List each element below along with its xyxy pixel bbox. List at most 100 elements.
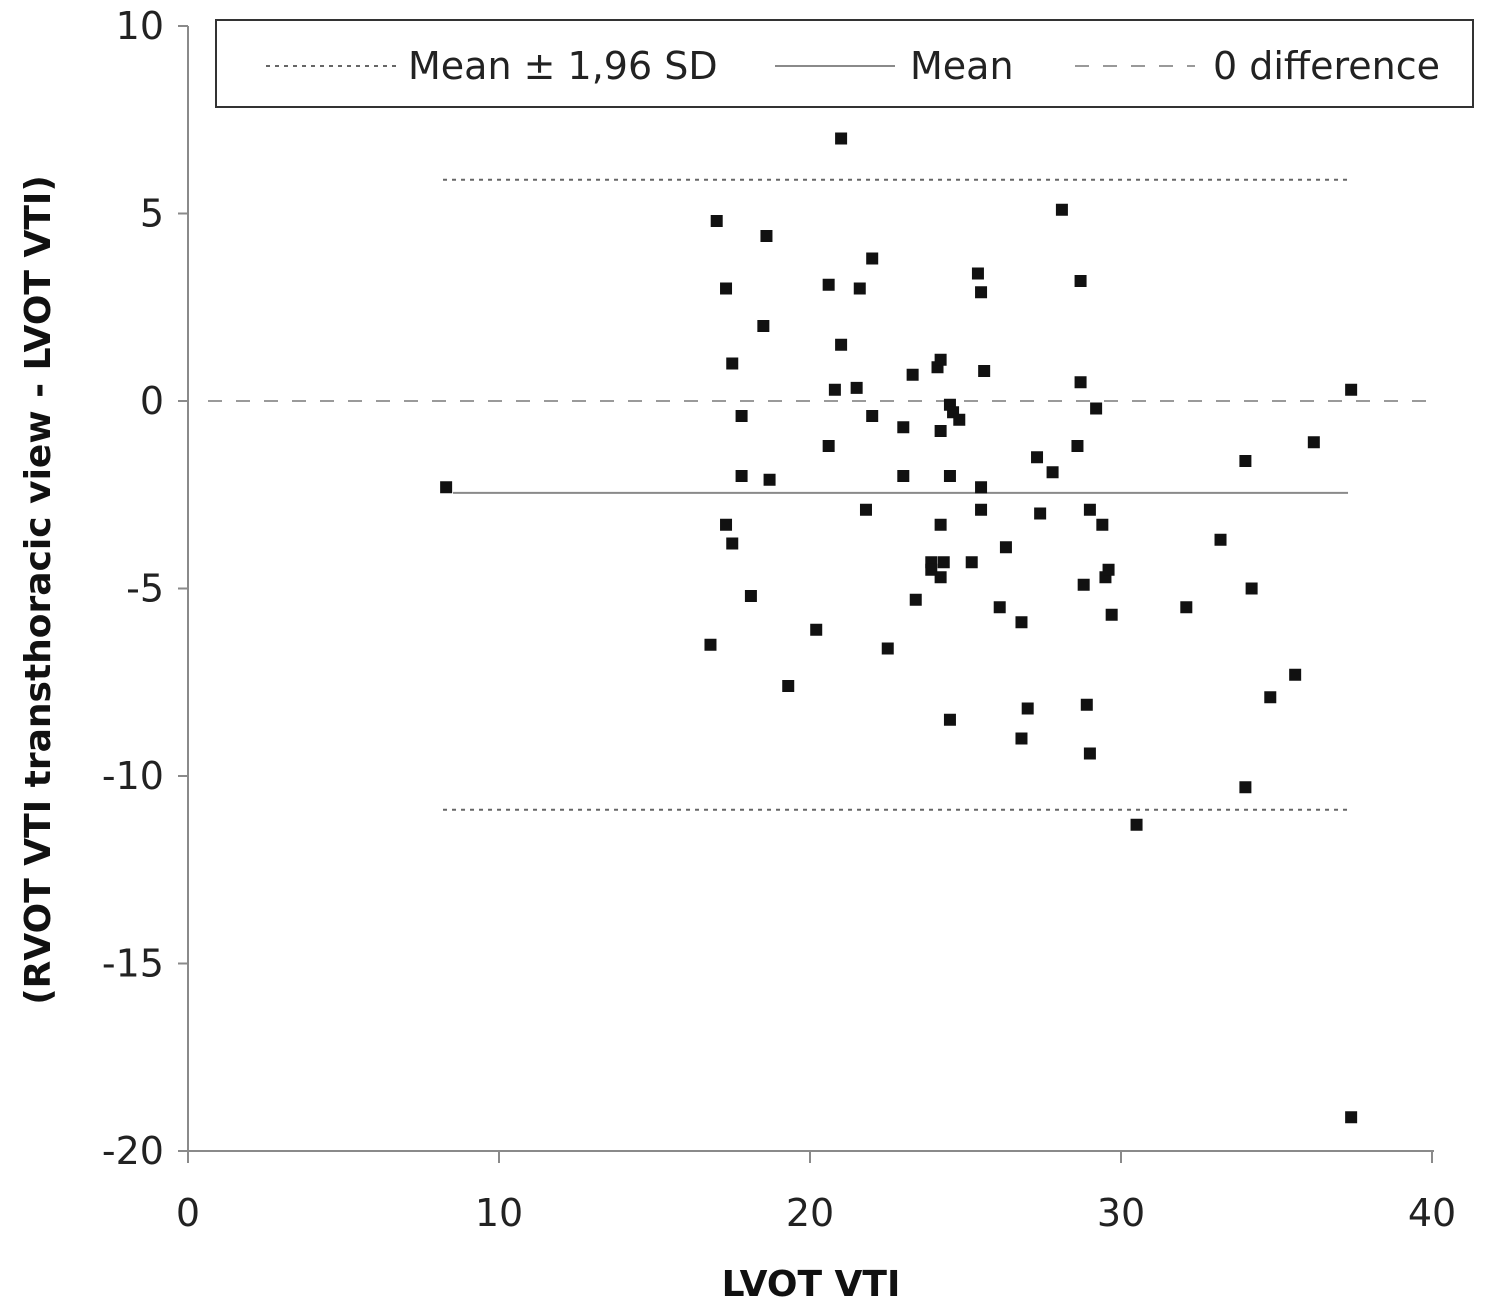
- data-point: [1239, 781, 1252, 794]
- data-point: [971, 267, 984, 280]
- data-point: [1015, 732, 1028, 745]
- data-point: [828, 383, 841, 396]
- data-point: [1345, 383, 1358, 396]
- data-point: [897, 421, 910, 434]
- data-point: [881, 642, 894, 655]
- data-point: [1180, 601, 1193, 614]
- data-point: [720, 282, 733, 295]
- y-tick-label: 5: [140, 192, 164, 236]
- data-point: [1031, 451, 1044, 464]
- data-point: [763, 473, 776, 486]
- data-point: [735, 470, 748, 482]
- legend-box: [215, 19, 1474, 108]
- legend-label-mean: Mean: [910, 44, 1014, 88]
- data-point: [943, 470, 956, 482]
- x-tick-label: 0: [176, 1191, 200, 1235]
- data-point: [810, 623, 823, 636]
- data-point: [1077, 578, 1090, 591]
- data-point: [1074, 376, 1087, 389]
- data-point: [757, 320, 770, 332]
- legend-label-zero: 0 difference: [1213, 44, 1440, 88]
- data-point: [1083, 503, 1096, 516]
- data-point: [440, 481, 453, 494]
- data-point: [1074, 275, 1087, 287]
- y-axis-title: (RVOT VTI transthoracic view - LVOT VTI): [18, 175, 59, 1005]
- data-point: [937, 556, 950, 569]
- x-tick-label: 20: [786, 1191, 834, 1235]
- x-axis-title: LVOT VTI: [722, 1264, 901, 1305]
- y-tick-label: 10: [116, 4, 164, 48]
- data-point: [1034, 507, 1047, 520]
- data-point: [934, 571, 947, 584]
- y-tick-label: -10: [102, 754, 164, 798]
- data-point: [965, 556, 978, 569]
- data-point: [782, 680, 795, 692]
- data-point: [710, 215, 723, 227]
- data-point: [934, 353, 947, 366]
- data-point: [835, 132, 848, 145]
- data-point: [704, 638, 717, 651]
- data-point: [906, 368, 919, 381]
- data-point: [1245, 582, 1258, 595]
- data-point: [1015, 616, 1028, 629]
- data-point: [1090, 402, 1103, 415]
- data-point: [760, 230, 773, 242]
- data-point: [1046, 466, 1059, 479]
- x-ticks: 0 10 20 30 40: [176, 1151, 1456, 1235]
- data-point: [822, 278, 835, 291]
- data-point: [1055, 203, 1068, 216]
- data-points: [440, 132, 1358, 1124]
- data-point: [1021, 702, 1034, 715]
- y-ticks: 10 5 0 -5 -10 -15 -20: [102, 4, 188, 1173]
- data-point: [744, 590, 757, 602]
- data-point: [975, 286, 988, 299]
- data-point: [726, 537, 739, 550]
- y-tick-label: -5: [126, 567, 164, 611]
- y-tick-label: -15: [102, 942, 164, 986]
- data-point: [934, 425, 947, 437]
- data-point: [1264, 691, 1277, 704]
- reference-lines: [208, 178, 1436, 811]
- data-point: [1105, 608, 1118, 621]
- data-point: [1307, 436, 1320, 449]
- data-point: [850, 381, 863, 394]
- x-tick-label: 40: [1408, 1191, 1456, 1235]
- data-point: [1130, 818, 1143, 831]
- x-tick-label: 30: [1097, 1191, 1145, 1235]
- data-point: [1083, 747, 1096, 760]
- data-point: [1289, 668, 1302, 681]
- data-point: [975, 503, 988, 516]
- data-point: [1071, 440, 1084, 452]
- data-point: [1345, 1111, 1358, 1124]
- x-tick-label: 10: [475, 1191, 523, 1235]
- data-point: [1080, 698, 1093, 711]
- data-point: [897, 470, 910, 482]
- data-point: [735, 410, 748, 422]
- data-point: [978, 365, 991, 377]
- data-point: [726, 357, 739, 370]
- data-point: [909, 593, 922, 606]
- legend-label-limits: Mean ± 1,96 SD: [408, 44, 718, 88]
- data-point: [999, 541, 1012, 554]
- data-point: [1239, 455, 1252, 467]
- data-point: [835, 338, 848, 351]
- data-point: [720, 518, 733, 531]
- data-point: [993, 601, 1006, 614]
- data-point: [866, 252, 879, 265]
- data-point: [1102, 563, 1115, 576]
- data-point: [859, 503, 872, 516]
- data-point: [1096, 518, 1109, 531]
- data-point: [953, 413, 966, 426]
- data-point: [934, 518, 947, 531]
- data-point: [1214, 533, 1227, 546]
- data-point: [925, 563, 938, 576]
- data-point: [866, 410, 879, 422]
- data-point: [975, 481, 988, 494]
- legend: Mean ± 1,96 SD Mean 0 difference: [215, 19, 1474, 108]
- data-point: [853, 282, 866, 295]
- data-point: [943, 713, 956, 726]
- data-point: [822, 440, 835, 452]
- y-tick-label: 0: [140, 379, 164, 423]
- y-tick-label: -20: [102, 1129, 164, 1173]
